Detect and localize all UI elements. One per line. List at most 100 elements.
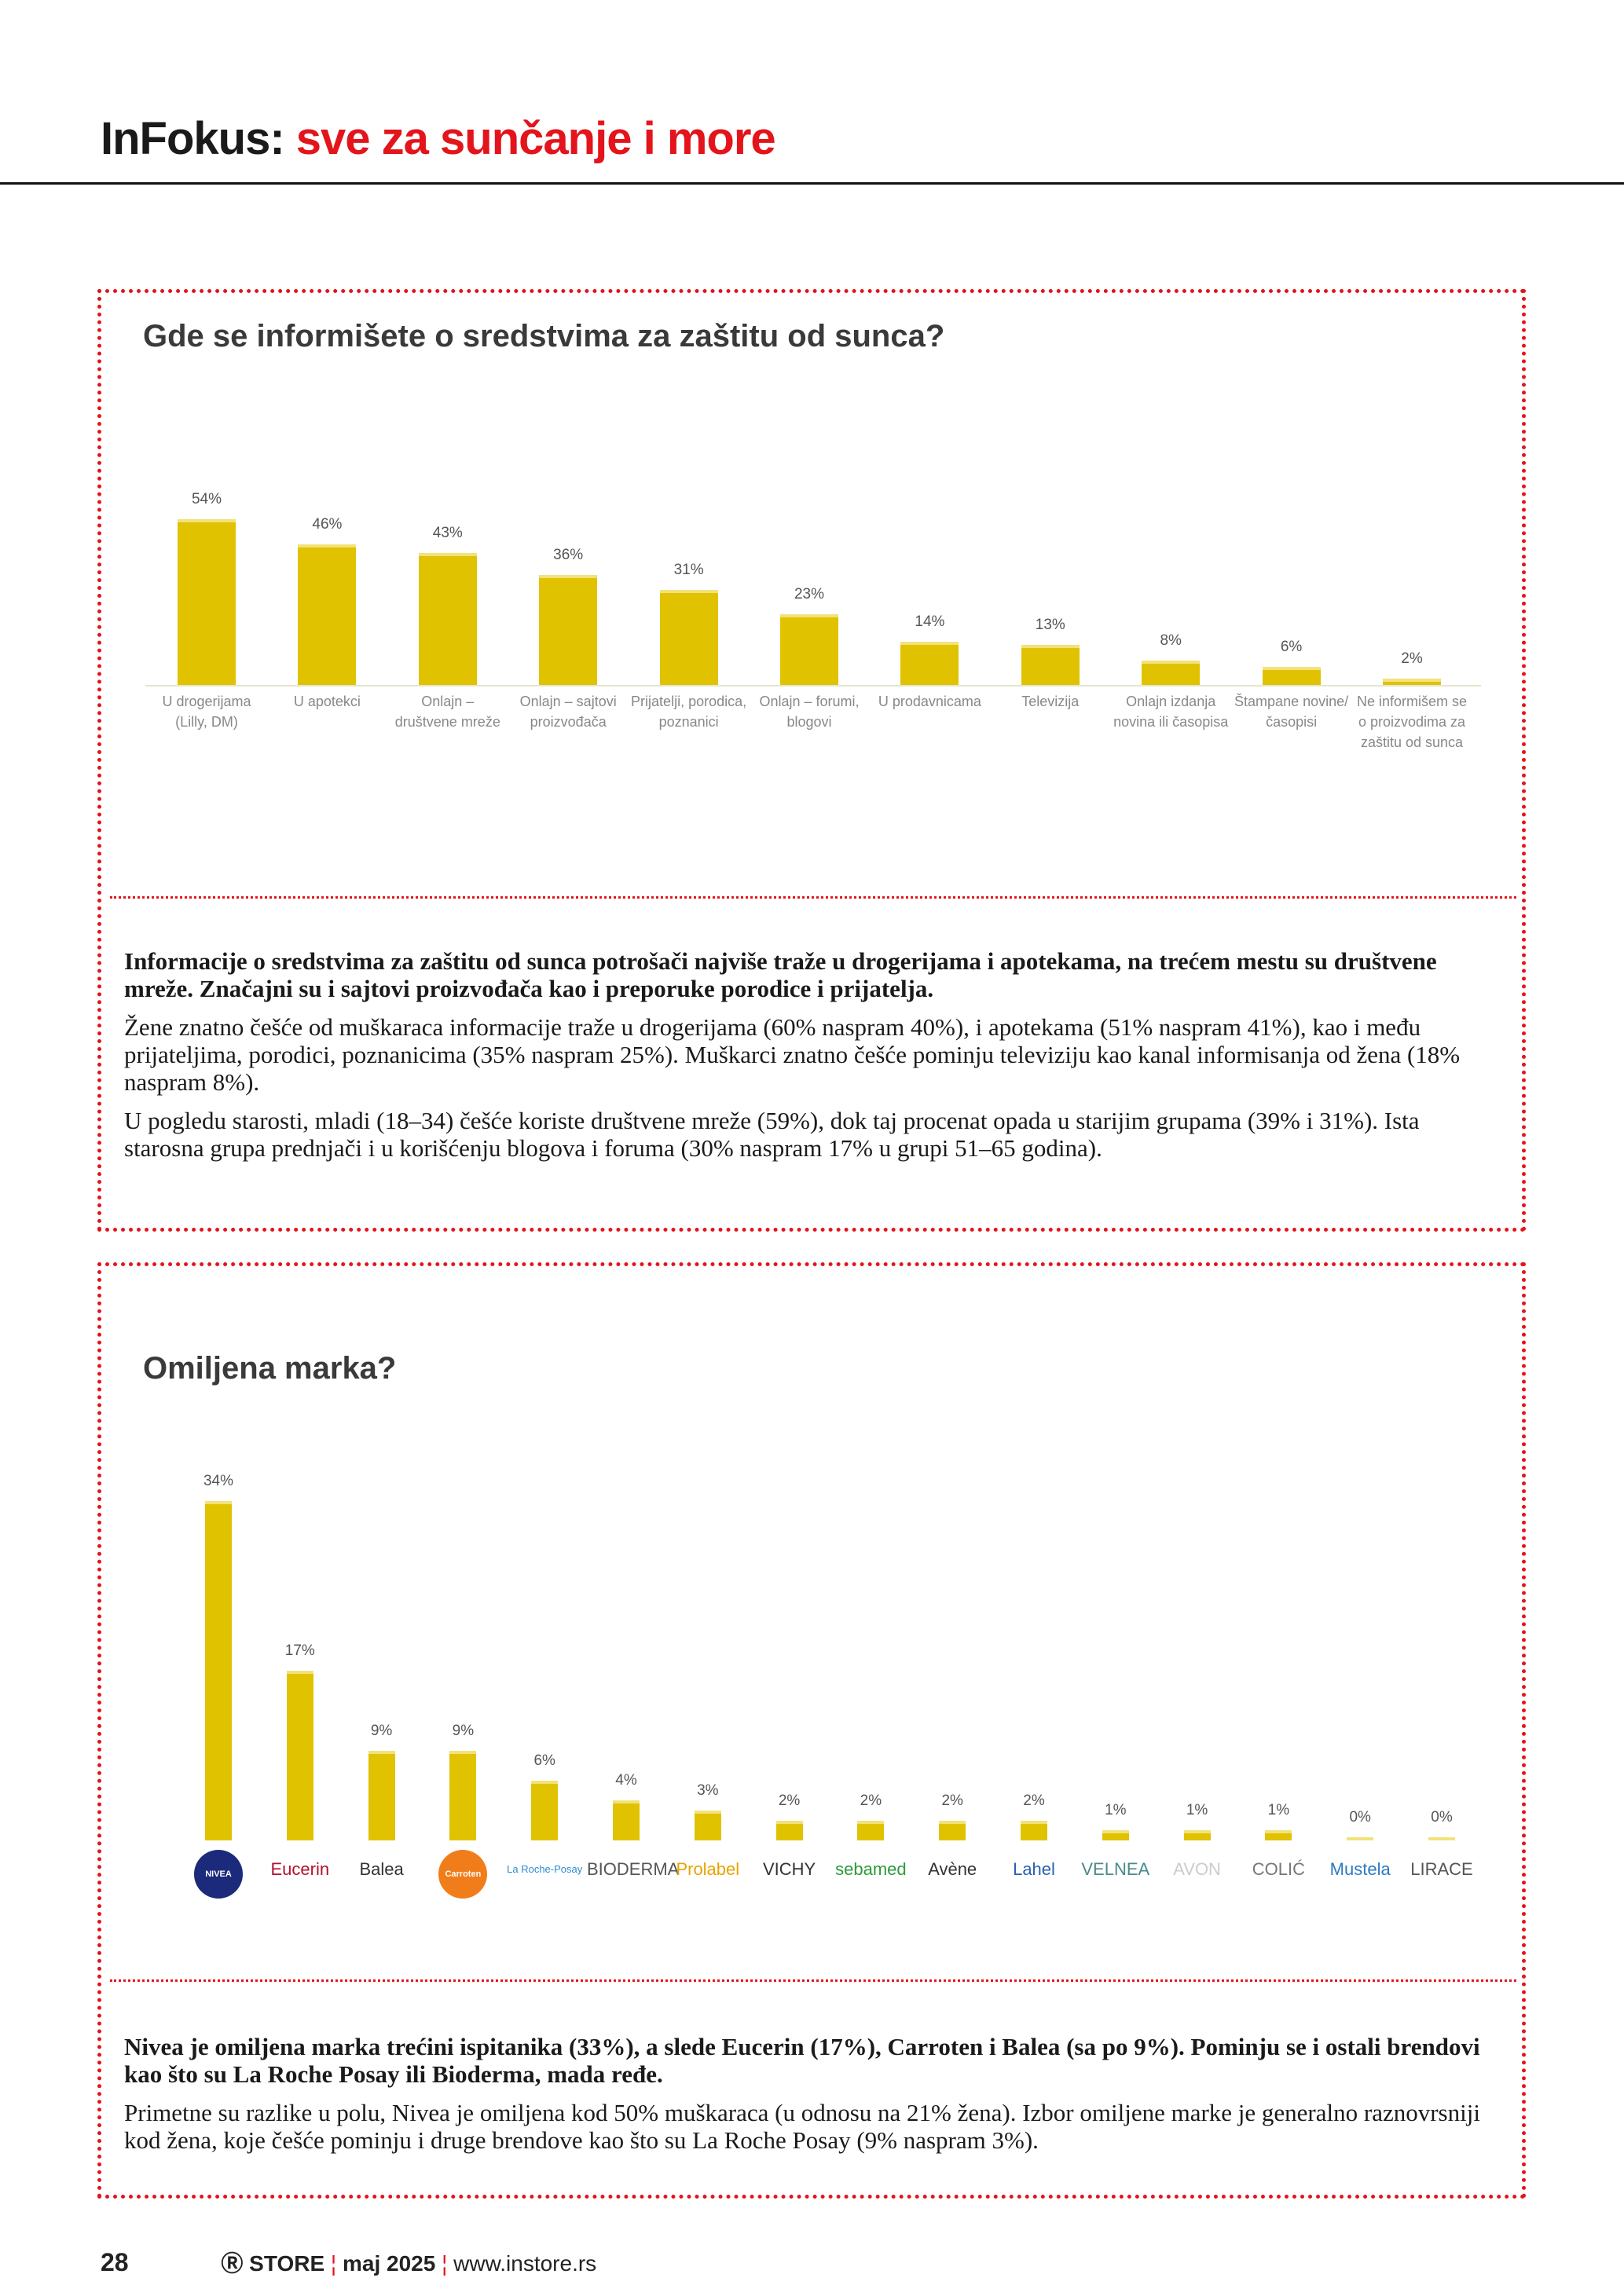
chart2-bar: [449, 1750, 477, 1840]
chart1-title: Gde se informišete o sredstvima za zašti…: [143, 319, 945, 353]
chart2-bar: [694, 1810, 721, 1840]
chart1-category-label: Onlajn – sajtovi proizvođača: [519, 694, 617, 730]
chart1-category-label: U prodavnicama: [878, 694, 981, 709]
brand-logo-velnea: VELNEA: [1081, 1859, 1150, 1879]
section2-text: Nivea je omiljena marka trećini ispitani…: [124, 2033, 1491, 2165]
brand-logo-coli-: COLIĆ: [1252, 1859, 1306, 1879]
brand-logo-la-roche-posay: La Roche-Posay: [507, 1863, 583, 1875]
chart1-bar: [418, 553, 477, 685]
footer-logo-icon: Ⓡ: [221, 2251, 244, 2276]
chart2-bar: [613, 1800, 640, 1840]
chart2-bar: [857, 1820, 885, 1840]
chart1-bar: [900, 642, 959, 685]
section1-lead: Informacije o sredstvima za zaštitu od s…: [124, 947, 1437, 1002]
chart2-value-label: 2%: [1023, 1792, 1045, 1809]
chart2-value-label: 1%: [1267, 1802, 1290, 1819]
chart2-value-label: 0%: [1349, 1809, 1371, 1825]
info-sources-panel: [97, 289, 1526, 1232]
chart1-value-label: 43%: [432, 525, 463, 542]
section1-paragraph: U pogledu starosti, mladi (18–34) češće …: [124, 1107, 1420, 1162]
chart1-bar: [539, 574, 598, 685]
section2-lead: Nivea je omiljena marka trećini ispitani…: [124, 2033, 1480, 2088]
chart1-value-label: 6%: [1280, 638, 1303, 655]
chart2-bar: [775, 1820, 803, 1840]
brand-logo-bioderma: BIODERMA: [587, 1859, 680, 1879]
section1-paragraph: Žene znatno češće od muškaraca informaci…: [124, 1013, 1461, 1096]
chart2-value-label: 17%: [284, 1642, 315, 1660]
chart2-bar: [1265, 1830, 1292, 1840]
brand-logo-prolabel: Prolabel: [676, 1859, 740, 1879]
chart1-bar: [1021, 645, 1080, 685]
chart1-category-label: Prijatelji, porodica, poznanici: [631, 694, 747, 730]
chart2-value-label: 0%: [1431, 1809, 1453, 1825]
chart2-value-label: 2%: [941, 1792, 963, 1809]
chart1-category-label: Ne informišem se o proizvodima za zaštit…: [1356, 694, 1468, 750]
chart1-value-label: 54%: [191, 491, 222, 508]
chart1-category-label: Televizija: [1021, 694, 1080, 709]
chart2-value-label: 9%: [370, 1722, 393, 1739]
chart2-title: Omiljena marka?: [143, 1351, 397, 1386]
chart1-value-label: 8%: [1160, 632, 1182, 649]
chart2-value-label: 9%: [452, 1722, 475, 1739]
chart2-bar: [939, 1820, 966, 1840]
section1-text: Informacije o sredstvima za zaštitu od s…: [124, 947, 1491, 1173]
chart1-category-label: Onlajn – forumi, blogovi: [759, 694, 860, 730]
chart1-value-label: 13%: [1035, 617, 1065, 634]
section2-paragraph: Primetne su razlike u polu, Nivea je omi…: [124, 2099, 1480, 2154]
chart2-bar: [368, 1750, 395, 1840]
brand-logo-lahel: Lahel: [1013, 1859, 1055, 1879]
chart2-value-label: 4%: [615, 1772, 637, 1789]
chart1-value-label: 23%: [794, 586, 825, 603]
chart1-value-label: 2%: [1401, 650, 1423, 668]
section2-separator: [110, 1979, 1516, 1982]
chart1-baseline: [145, 685, 1481, 687]
chart2-bar: [1347, 1837, 1374, 1840]
header-prefix: InFokus:: [101, 113, 285, 164]
page-number: 28: [101, 2248, 129, 2276]
chart2-value-label: 34%: [203, 1473, 234, 1490]
footer-issue: maj 2025: [342, 2251, 436, 2276]
chart2-value-label: 1%: [1186, 1802, 1208, 1819]
chart2-bar: [1021, 1820, 1047, 1840]
chart1-category-label: Štampane novine/časopisi: [1234, 694, 1349, 730]
brand-logo-vichy: VICHY: [762, 1859, 816, 1879]
brand-logo-balea: Balea: [359, 1859, 404, 1879]
chart2-bar: [205, 1501, 232, 1840]
chart2-bar: [1428, 1837, 1455, 1840]
brand-logo-nivea: NIVEA: [194, 1850, 243, 1899]
chart1-value-label: 46%: [312, 515, 343, 533]
chart1-category-label: U apotekci: [293, 694, 361, 709]
chart1-value-label: 31%: [673, 562, 704, 579]
chart2-bar: [286, 1671, 313, 1840]
chart1-bar: [1142, 660, 1201, 685]
brand-logo-mustela: Mustela: [1329, 1859, 1391, 1879]
chart2-bar: [1102, 1830, 1129, 1840]
chart1-bar: [298, 544, 357, 685]
chart2-value-label: 2%: [778, 1792, 801, 1809]
chart2-bar: [531, 1780, 559, 1840]
chart1-bar: [1262, 666, 1321, 685]
brand-logo-sebamed: sebamed: [835, 1859, 907, 1879]
chart1-value-label: 36%: [553, 546, 584, 563]
brand-logo-avon: AVON: [1173, 1859, 1221, 1879]
chart2-value-label: 6%: [533, 1752, 555, 1769]
chart1-category-label: Onlajn – društvene mreže: [394, 694, 500, 730]
chart2-bar: [1183, 1830, 1211, 1840]
footer-url: www.instore.rs: [453, 2251, 597, 2276]
chart2-value-label: 1%: [1105, 1802, 1127, 1819]
chart1-bar: [178, 519, 236, 685]
chart1-bar: [659, 590, 718, 685]
chart1-category-label: U drogerijama (Lilly, DM): [162, 694, 251, 730]
brand-logo-lirace: LIRACE: [1410, 1859, 1473, 1879]
page-header: InFokus: sve za sunčanje i more: [101, 112, 776, 165]
header-divider: [0, 182, 1624, 185]
chart1-bar: [780, 614, 838, 685]
page-footer: 28 Ⓡ STORE ¦ maj 2025 ¦ www.instore.rs: [101, 2248, 597, 2276]
section1-separator: [110, 896, 1516, 899]
chart1-category-label: Onlajn izdanja novina ili časopisa: [1113, 694, 1229, 730]
chart2-value-label: 2%: [860, 1792, 882, 1809]
chart1-value-label: 14%: [915, 613, 945, 631]
brand-logo-carroten: Carroten: [438, 1850, 488, 1899]
favorite-brand-panel: [97, 1262, 1526, 2199]
brand-logo-eucerin: Eucerin: [270, 1859, 330, 1879]
